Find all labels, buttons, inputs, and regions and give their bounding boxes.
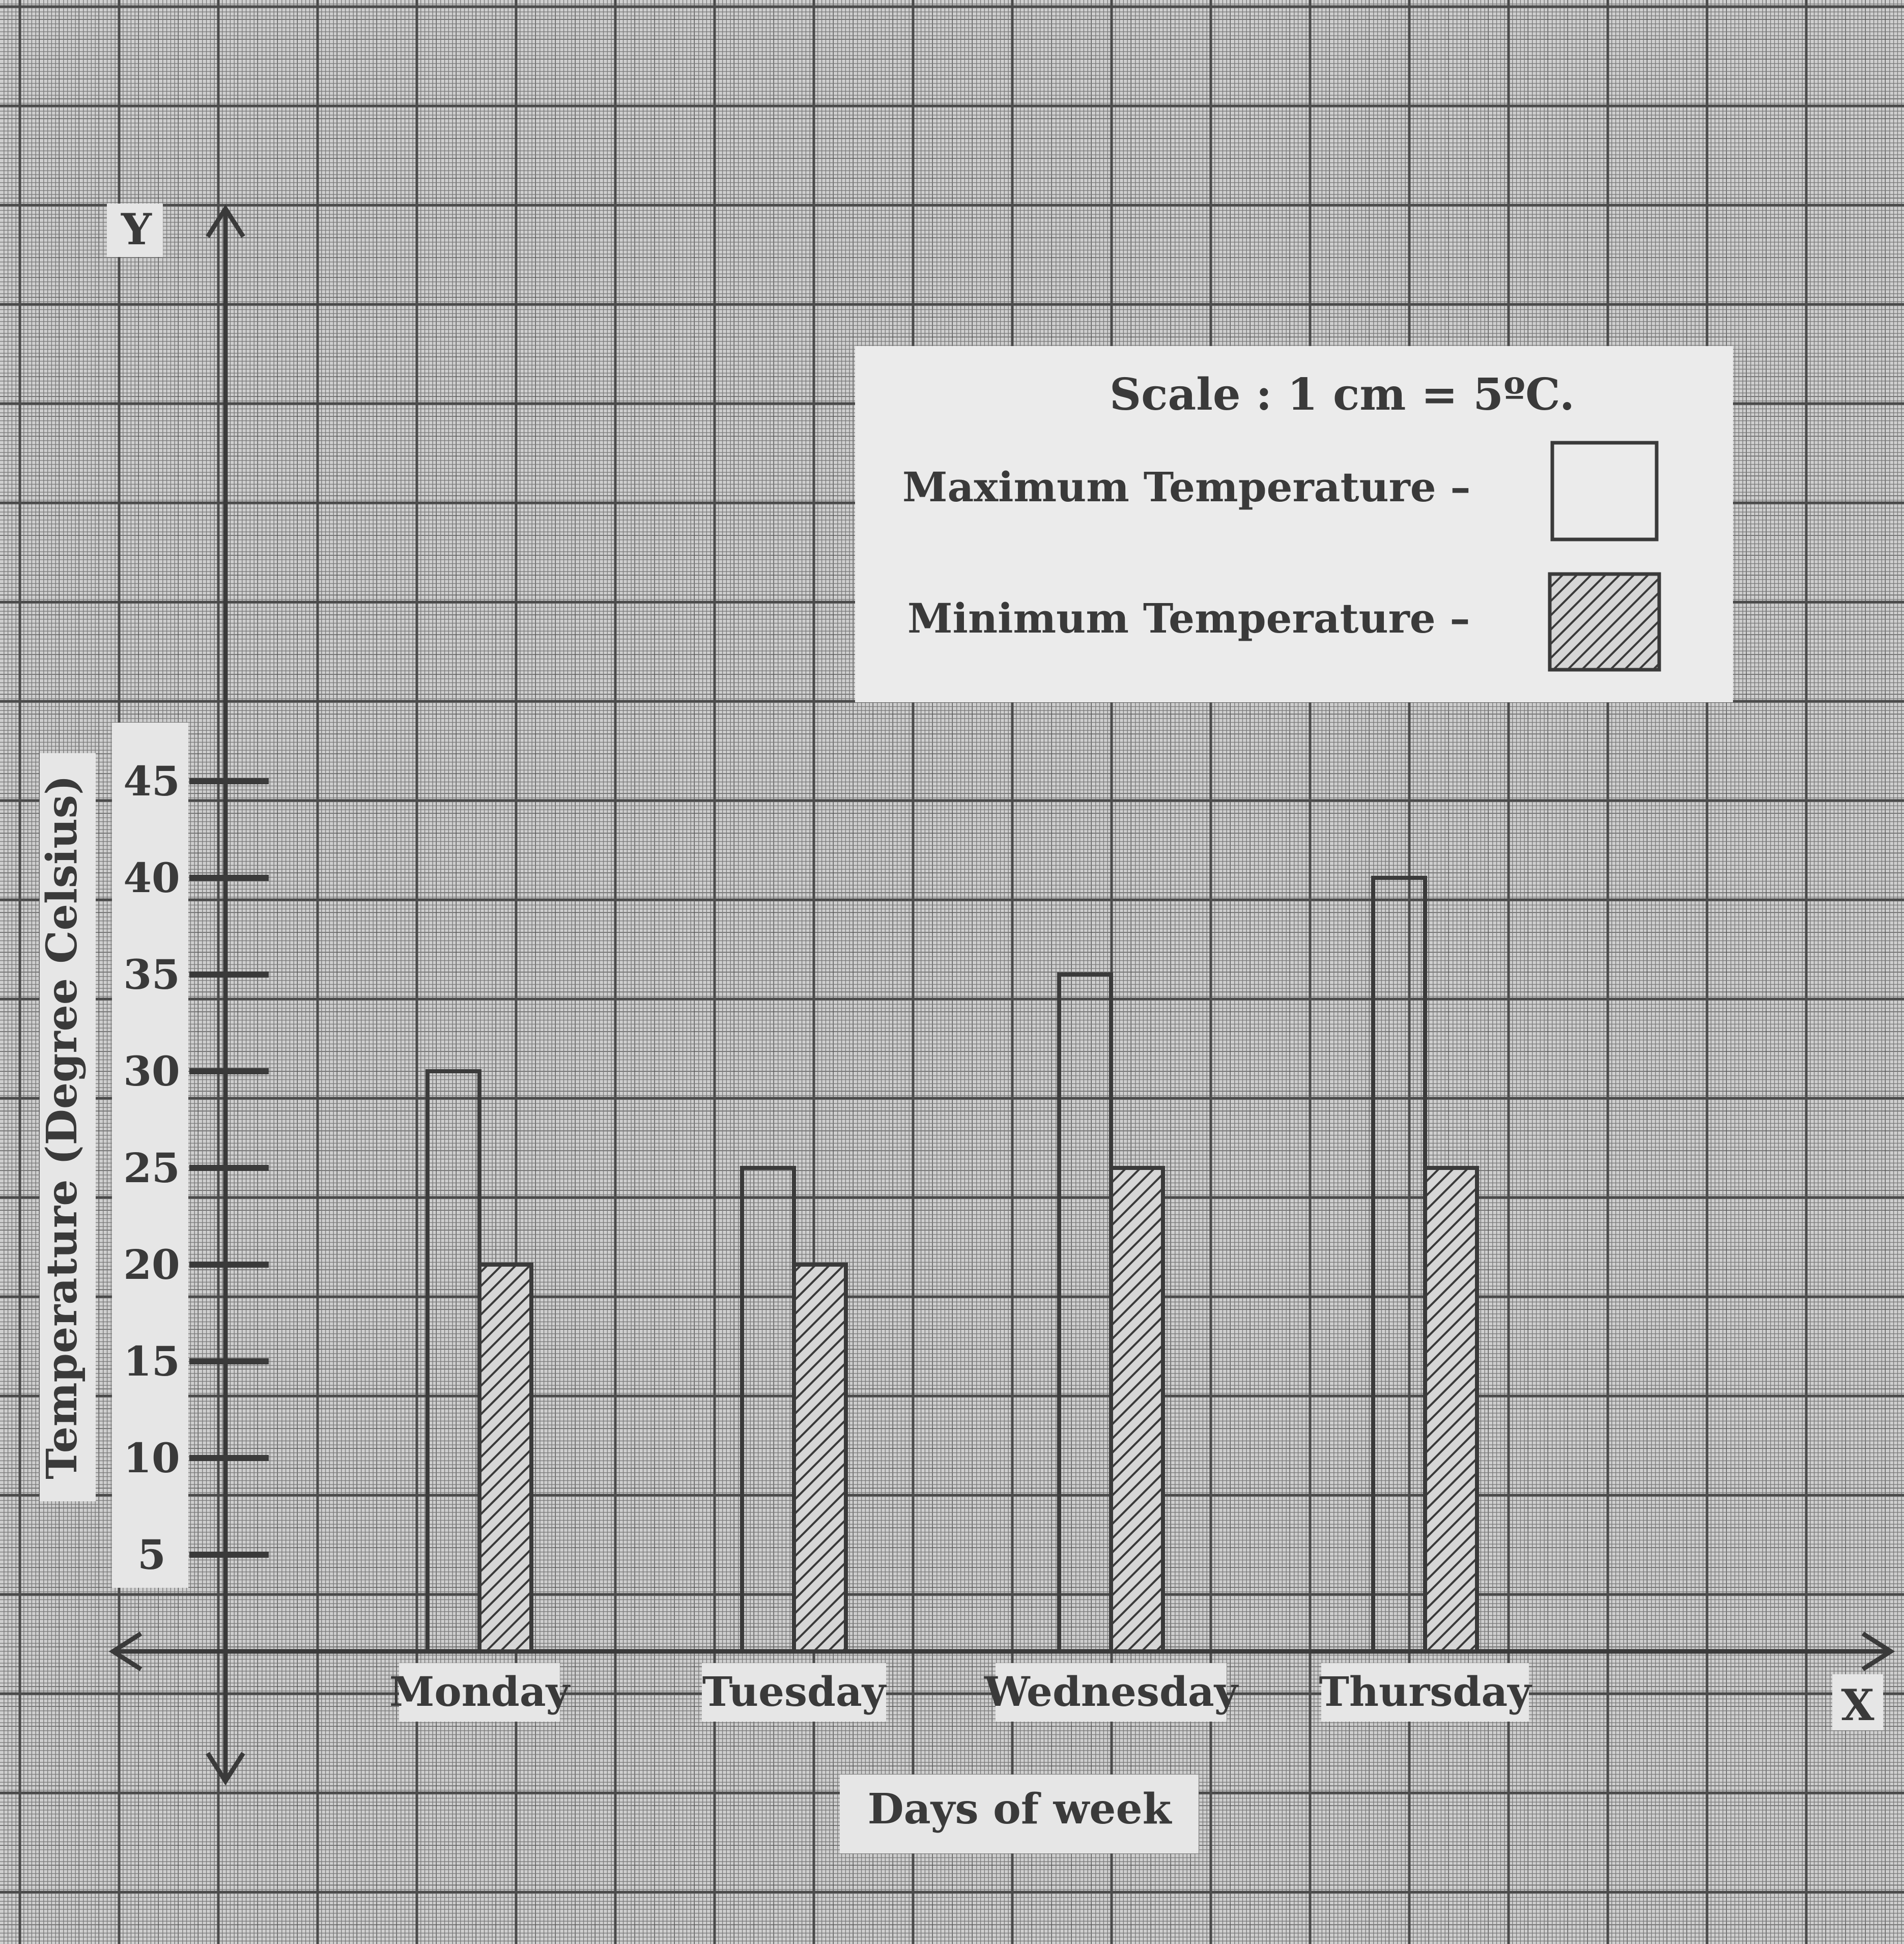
min-bar-thursday: [1423, 1166, 1479, 1653]
y-axis-arrow-down: [206, 1752, 245, 1786]
y-tick-label-25: 25: [123, 1144, 180, 1192]
y-tick-label-45: 45: [123, 757, 180, 805]
y-tick-label-10: 10: [123, 1434, 180, 1482]
y-tick-label-30: 30: [123, 1047, 180, 1095]
axes: [108, 204, 1895, 1786]
scale-note: Scale : 1 cm = 5ºC.: [1110, 369, 1575, 420]
x-tick-label-bg-wednesday: [996, 1663, 1227, 1722]
x-tick-labels: Monday Tuesday Wednesday Thursday: [389, 1663, 1532, 1722]
legend-label-minimum: Minimum Temperature –: [907, 594, 1470, 642]
min-bar-monday: [477, 1263, 533, 1653]
y-axis-letter: Y: [121, 204, 152, 254]
y-tick-label-35: 35: [123, 951, 180, 998]
x-axis-title: Days of week: [868, 1785, 1173, 1834]
legend-label-maximum: Maximum Temperature –: [902, 463, 1471, 511]
x-tick-label-tuesday: Tuesday: [702, 1668, 887, 1716]
legend-swatch-maximum: [1550, 441, 1659, 541]
x-axis-arrow-right: [1861, 1632, 1895, 1671]
y-tick-label-5: 5: [137, 1531, 166, 1579]
y-axis-title: Temperature (Degree Celsius): [38, 775, 87, 1479]
y-tick-label-20: 20: [123, 1241, 180, 1289]
min-bar-wednesday: [1109, 1166, 1165, 1653]
x-tick-label-monday: Monday: [389, 1668, 571, 1716]
x-tick-label-wednesday: Wednesday: [984, 1668, 1239, 1716]
x-tick-label-thursday: Thursday: [1319, 1668, 1532, 1716]
legend-swatch-minimum: [1548, 572, 1661, 672]
x-tick-label-bg-monday: [399, 1663, 560, 1722]
min-bar-tuesday: [792, 1263, 848, 1653]
y-tick-label-40: 40: [123, 854, 180, 902]
y-axis-arrow-up: [206, 204, 245, 238]
y-tick-label-15: 15: [123, 1337, 180, 1385]
legend: Scale : 1 cm = 5ºC. Maximum Temperature …: [855, 346, 1733, 702]
x-axis-arrow-left: [108, 1632, 143, 1671]
x-tick-label-bg-thursday: [1321, 1663, 1529, 1722]
y-ticks: 5 10 15 20 25 30 35 40 45: [123, 757, 269, 1579]
bars: [425, 876, 1479, 1653]
x-tick-label-bg-tuesday: [702, 1663, 886, 1722]
x-axis-letter: X: [1841, 1680, 1874, 1730]
